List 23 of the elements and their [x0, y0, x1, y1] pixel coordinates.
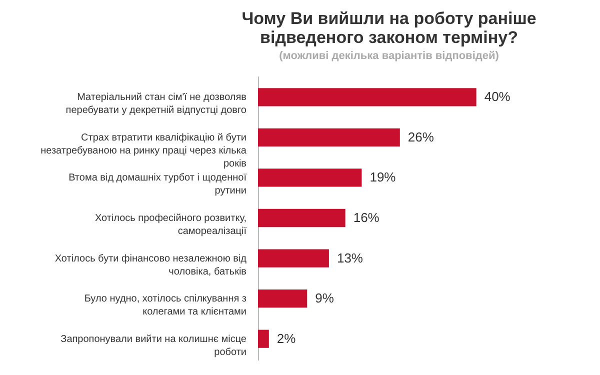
bar [258, 249, 329, 268]
data-label: 9% [315, 290, 334, 306]
chart-subtitle: (можливі декілька варіантів відповідей) [279, 50, 500, 62]
bar [258, 88, 476, 106]
data-label: 16% [353, 210, 380, 225]
bar [258, 168, 362, 187]
data-label: 40% [484, 89, 511, 104]
data-label: 26% [408, 129, 434, 144]
y-tick-label: Було нудно, хотілось спілкування з колегами та клієнтами [84, 294, 247, 318]
bar [258, 208, 346, 228]
bar [258, 290, 308, 308]
data-label: 19% [370, 170, 396, 185]
y-tick-label: Матеріальний стан сім'ї не дозволяв перебувати у декретній відпустці довго [66, 92, 247, 116]
data-label: 2% [276, 330, 296, 346]
y-tick-label: Запропонували вийти на колишнє місце роботи [60, 334, 247, 358]
bar [258, 330, 269, 348]
bar [258, 128, 400, 146]
y-tick-label: Хотілось бути фінансово незалежною від чоловіка, батьків [54, 253, 247, 278]
y-tick-label: Втома від домашніх турбот і щоденної рутини [68, 172, 247, 197]
data-label: 13% [336, 250, 364, 266]
y-tick-label: Хотілось професійного розвитку, самореалізації [94, 213, 247, 237]
chart-title: Чому Ви вийшли на роботу раніше відведеного законом терміну? [242, 9, 536, 47]
y-tick-label: Страх втратити кваліфікацію й бути незатребуваною на ринку праці через кілька років [40, 132, 247, 170]
